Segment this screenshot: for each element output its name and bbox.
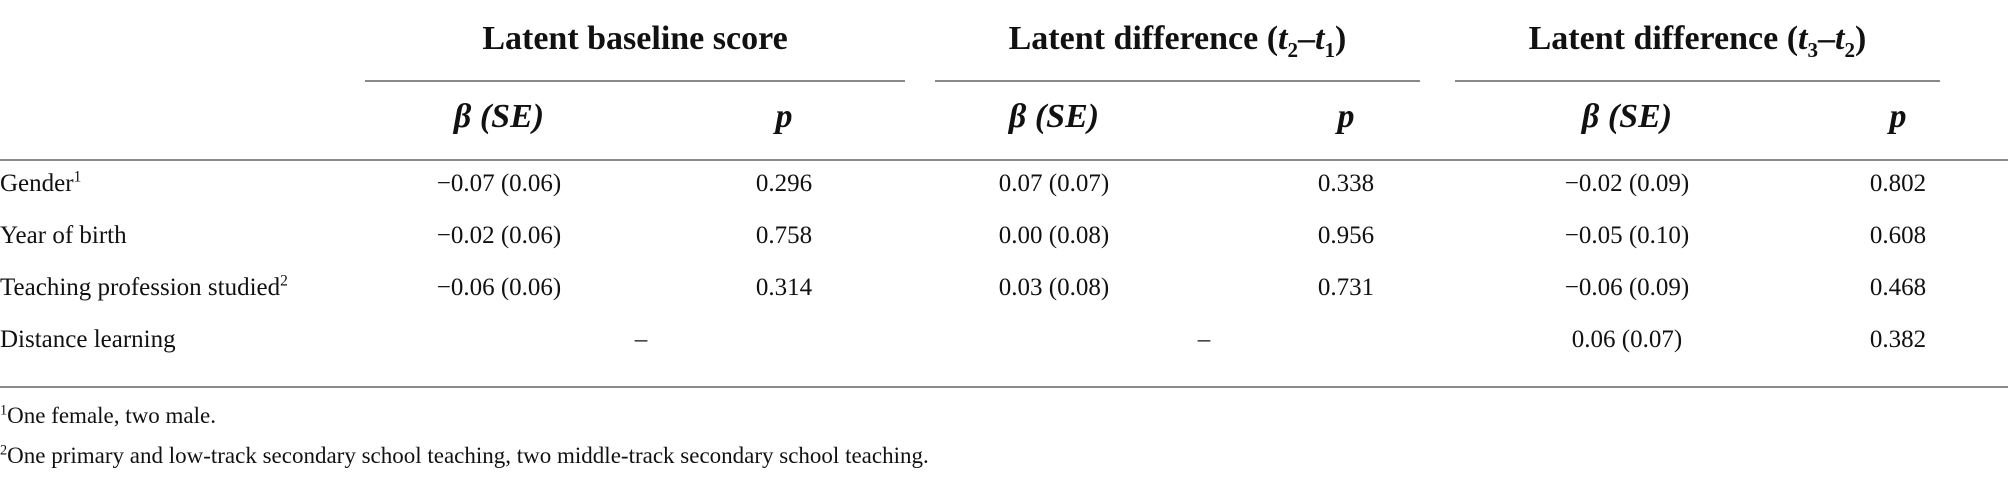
group-header-diff-t2-t1: Latent difference (t2–t1) <box>1008 20 1347 62</box>
group-rule-diff-t2-t1 <box>935 80 1420 82</box>
footnote-1: 1One female, two male. <box>0 402 216 428</box>
cell-r3-c5: −0.06 (0.09) <box>1564 274 1690 301</box>
row-label-year-of-birth: Year of birth <box>0 222 127 249</box>
table-bottom-rule <box>0 386 2008 388</box>
subheader-p-3: p <box>1889 98 1907 135</box>
cell-r3-c6: 0.468 <box>1869 274 1927 301</box>
footnote-2: 2One primary and low-track secondary sch… <box>0 442 929 468</box>
group-header-diff-t3-t2: Latent difference (t3–t2) <box>1528 20 1867 62</box>
row-label-distance-learning: Distance learning <box>0 326 176 353</box>
group-rule-baseline <box>365 80 905 82</box>
cell-r1-c2: 0.296 <box>755 170 813 197</box>
cell-r3-c4: 0.731 <box>1317 274 1375 301</box>
subheader-p-1: p <box>775 98 793 135</box>
subheader-beta-se-3: β (SE) <box>1581 98 1673 135</box>
cell-r2-c3: 0.00 (0.08) <box>998 222 1110 249</box>
subheader-beta-se-2: β (SE) <box>1008 98 1100 135</box>
cell-r2-c1: −0.02 (0.06) <box>436 222 562 249</box>
row-label-gender: Gender1 <box>0 168 82 197</box>
subheader-beta-se-1: β (SE) <box>453 98 545 135</box>
cell-r4-c6: 0.382 <box>1869 326 1927 353</box>
row-label-teaching-profession: Teaching profession studied2 <box>0 272 288 301</box>
cell-r2-c4: 0.956 <box>1317 222 1375 249</box>
group-header-baseline: Latent baseline score <box>482 20 788 57</box>
cell-r1-c1: −0.07 (0.06) <box>436 170 562 197</box>
header-rule <box>0 159 2008 161</box>
cell-r1-c4: 0.338 <box>1317 170 1375 197</box>
cell-r1-c3: 0.07 (0.07) <box>998 170 1110 197</box>
subheader-p-2: p <box>1337 98 1355 135</box>
cell-r4-c3: – <box>1197 326 1211 353</box>
cell-r1-c6: 0.802 <box>1869 170 1927 197</box>
cell-r4-c5: 0.06 (0.07) <box>1571 326 1683 353</box>
cell-r2-c5: −0.05 (0.10) <box>1564 222 1690 249</box>
cell-r2-c6: 0.608 <box>1869 222 1927 249</box>
cell-r3-c2: 0.314 <box>755 274 813 301</box>
cell-r3-c1: −0.06 (0.06) <box>436 274 562 301</box>
cell-r3-c3: 0.03 (0.08) <box>998 274 1110 301</box>
cell-r1-c5: −0.02 (0.09) <box>1564 170 1690 197</box>
cell-r2-c2: 0.758 <box>755 222 813 249</box>
cell-r4-c1: – <box>634 326 648 353</box>
group-rule-diff-t3-t2 <box>1455 80 1940 82</box>
